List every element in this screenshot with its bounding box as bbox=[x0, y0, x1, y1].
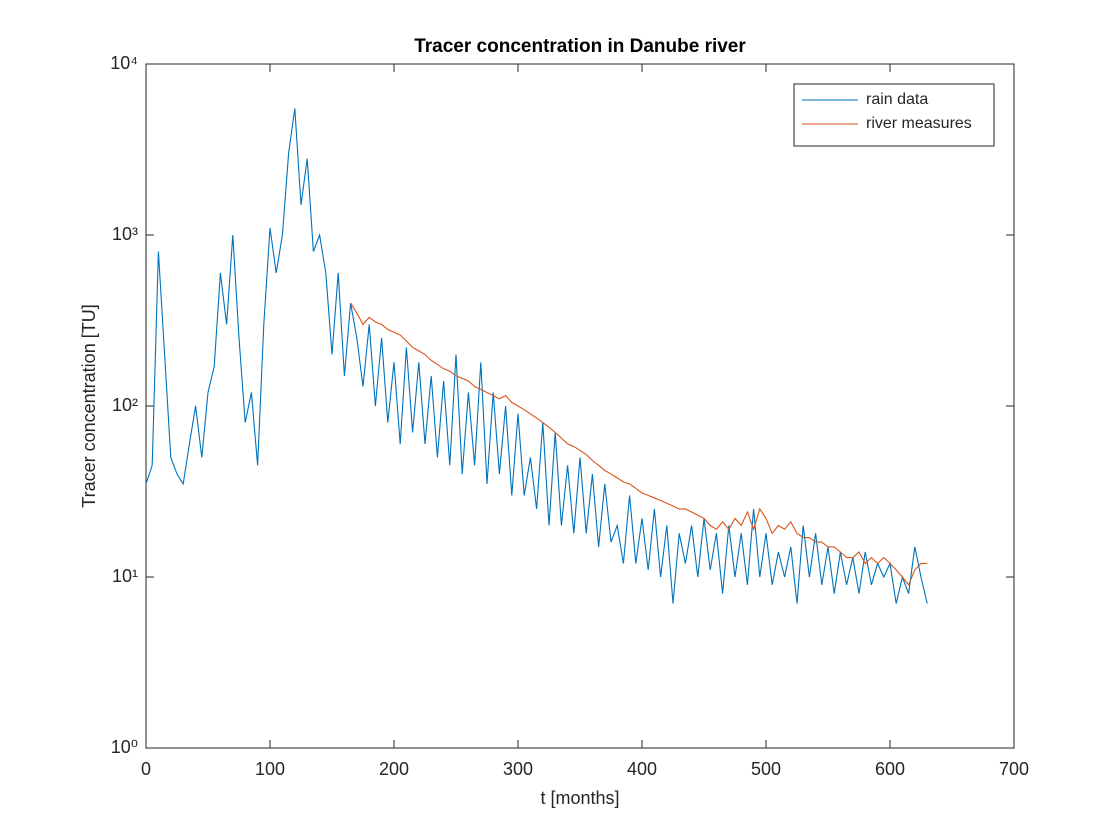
x-tick-label: 300 bbox=[503, 759, 533, 779]
series-line bbox=[145, 108, 928, 604]
x-tick-label: 200 bbox=[379, 759, 409, 779]
x-tick-label: 400 bbox=[627, 759, 657, 779]
y-tick-label: 10² bbox=[112, 395, 138, 415]
legend-label: rain data bbox=[866, 91, 928, 108]
x-tick-label: 100 bbox=[255, 759, 285, 779]
y-tick-label: 10³ bbox=[112, 224, 138, 244]
y-tick-label: 10¹ bbox=[112, 566, 138, 586]
series-line bbox=[350, 302, 928, 586]
y-tick-label: 10⁰ bbox=[111, 737, 138, 757]
x-tick-label: 0 bbox=[141, 759, 151, 779]
x-axis-label: t [months] bbox=[540, 788, 619, 808]
x-tick-label: 600 bbox=[875, 759, 905, 779]
legend-label: river measures bbox=[866, 115, 972, 132]
y-axis-label: Tracer concentration [TU] bbox=[79, 304, 99, 507]
chart-title: Tracer concentration in Danube river bbox=[414, 36, 746, 57]
y-tick-label: 10⁴ bbox=[110, 53, 138, 73]
plot-area bbox=[145, 63, 1015, 749]
x-tick-label: 500 bbox=[751, 759, 781, 779]
x-tick-label: 700 bbox=[999, 759, 1029, 779]
legend-box bbox=[793, 83, 995, 147]
